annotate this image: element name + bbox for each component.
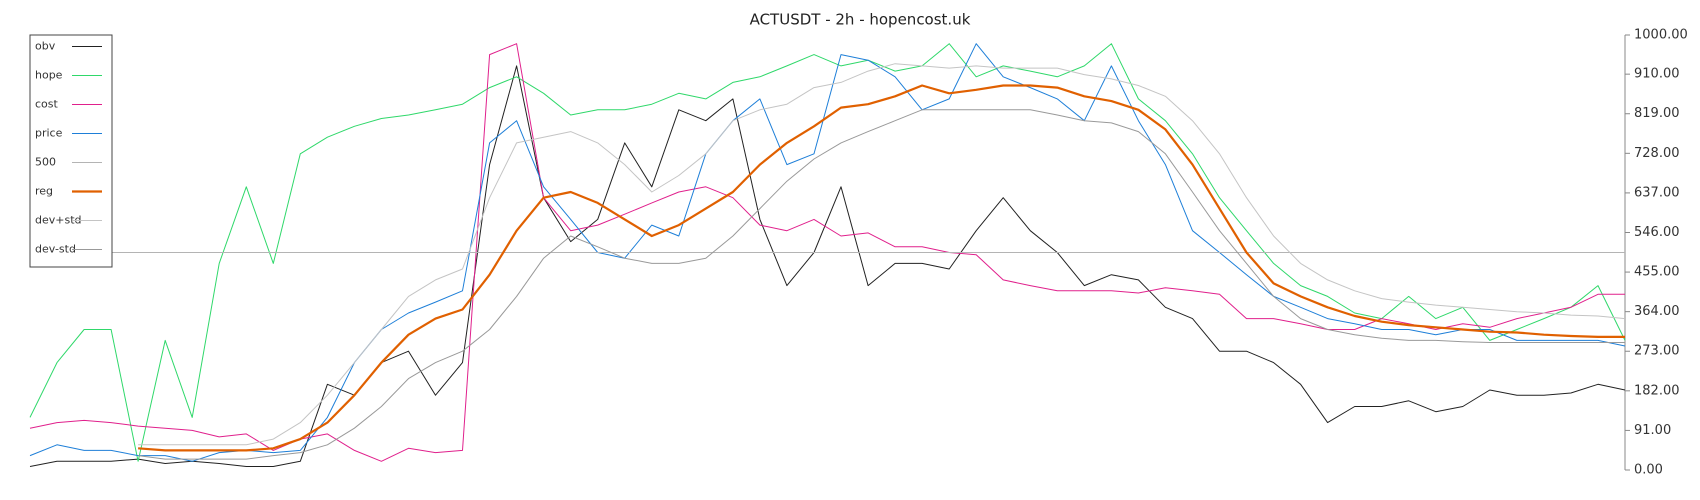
y-tick-label: 182.00 bbox=[1634, 383, 1680, 398]
legend-label: obv bbox=[35, 40, 56, 53]
legend-box bbox=[29, 34, 113, 268]
y-tick-label: 546.00 bbox=[1634, 225, 1680, 240]
y-tick-label: 637.00 bbox=[1634, 185, 1680, 200]
y-tick-label: 273.00 bbox=[1634, 344, 1680, 359]
legend-label: dev-std bbox=[35, 243, 76, 256]
y-tick-label: 819.00 bbox=[1634, 106, 1680, 121]
chart-title: ACTUSDT - 2h - hopencost.uk bbox=[750, 11, 971, 29]
y-tick-label: 364.00 bbox=[1634, 304, 1680, 319]
legend-label: 500 bbox=[35, 156, 56, 169]
y-tick-label: 1000.00 bbox=[1634, 28, 1688, 43]
y-tick-label: 910.00 bbox=[1634, 67, 1680, 82]
y-tick-label: 728.00 bbox=[1634, 146, 1680, 161]
series-line bbox=[138, 84, 1625, 452]
series-line bbox=[138, 63, 1626, 446]
y-tick-label: 0.00 bbox=[1634, 463, 1663, 478]
y-tick-label: 455.00 bbox=[1634, 265, 1680, 280]
legend-label: price bbox=[35, 127, 63, 140]
legend-label: hope bbox=[35, 69, 63, 82]
series-line bbox=[29, 43, 1626, 462]
legend-label: reg bbox=[35, 185, 53, 198]
legend-label: cost bbox=[35, 98, 59, 111]
legend: obv hope cost price 500 reg dev+std dev-std bbox=[29, 34, 113, 268]
series-line bbox=[29, 43, 1626, 462]
series-line bbox=[29, 65, 1626, 467]
series-line bbox=[138, 109, 1625, 460]
legend-label: dev+std bbox=[35, 214, 82, 227]
y-tick-label: 91.00 bbox=[1634, 423, 1671, 438]
